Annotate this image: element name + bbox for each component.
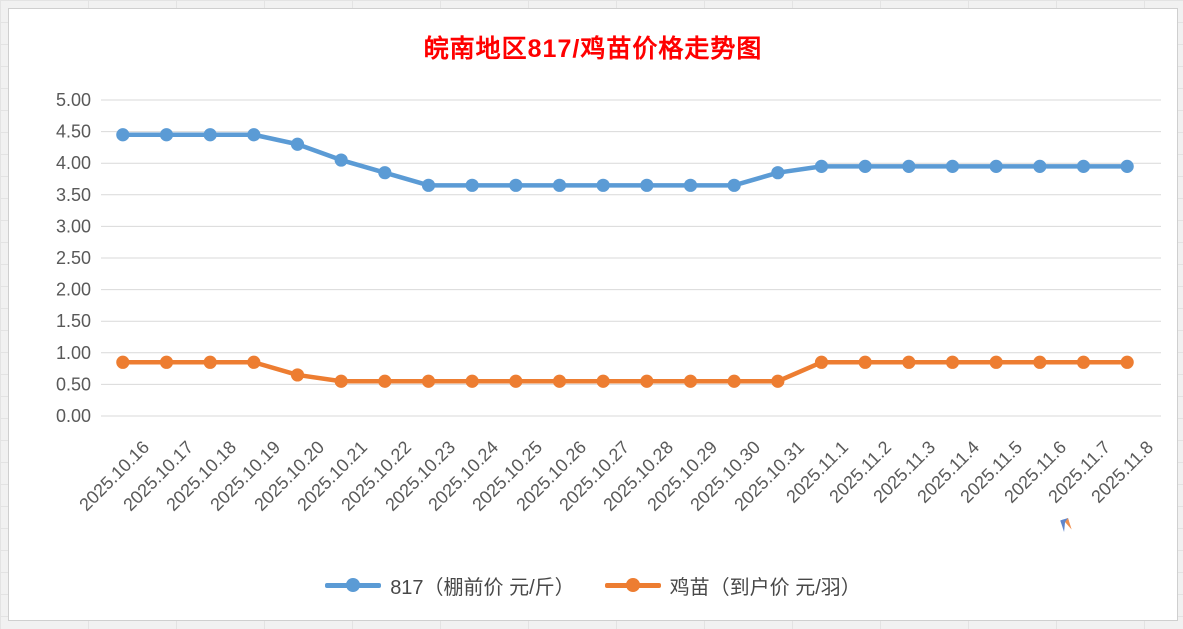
data-point-marker	[116, 355, 130, 369]
data-point-marker	[1076, 159, 1091, 173]
plot-area: 5.00 4.50 4.00 3.50 3.00 2.50 2.00 1.50 1.00 0.50…	[56, 90, 1161, 426]
data-point-marker	[290, 368, 305, 382]
y-tick-label: 4.50	[56, 122, 91, 142]
data-point-marker	[378, 166, 392, 180]
data-point-marker	[1120, 355, 1134, 369]
data-point-marker	[421, 178, 436, 192]
y-tick-label: 0.00	[56, 406, 91, 426]
data-point-marker	[596, 178, 610, 192]
data-point-marker	[1120, 159, 1134, 173]
data-point-marker	[1033, 355, 1047, 369]
data-point-marker	[334, 153, 348, 167]
chart-panel: 皖南地区817/鸡苗价格走势图 5.00 4.50 4.00 3.50 3.00 2.50…	[8, 8, 1178, 621]
y-tick-label: 3.00	[56, 216, 91, 236]
y-tick-label: 3.50	[56, 185, 91, 205]
data-point-marker	[334, 374, 348, 388]
data-point-marker	[858, 159, 872, 173]
y-tick-label: 0.50	[56, 374, 91, 394]
data-point-marker	[596, 374, 610, 388]
data-point-marker	[552, 374, 567, 388]
data-point-marker	[683, 178, 698, 192]
y-tick-label: 2.00	[56, 280, 91, 300]
data-point-marker	[989, 159, 1003, 173]
data-point-marker	[421, 374, 436, 388]
data-point-marker	[203, 355, 217, 369]
data-point-marker	[771, 374, 785, 388]
legend-marker-icon	[604, 578, 661, 592]
chart-title: 皖南地区817/鸡苗价格走势图	[423, 35, 763, 63]
y-tick-label: 1.00	[56, 343, 91, 363]
data-point-marker	[727, 178, 741, 192]
data-point-marker	[902, 159, 916, 173]
data-point-marker	[159, 128, 174, 142]
data-point-marker	[290, 137, 305, 151]
data-point-marker	[509, 178, 523, 192]
data-point-marker	[1033, 159, 1047, 173]
data-point-marker	[771, 166, 785, 180]
data-point-marker	[858, 355, 872, 369]
y-tick-label: 1.50	[56, 311, 91, 331]
legend-item-1: 鸡苗（到户价 元/羽）	[604, 571, 861, 600]
data-point-marker	[509, 374, 523, 388]
data-point-marker	[640, 374, 654, 388]
data-point-marker	[465, 374, 479, 388]
legend: 817（棚前价 元/斤） 鸡苗（到户价 元/羽）	[9, 569, 1177, 601]
data-point-marker	[247, 355, 261, 369]
data-point-marker	[902, 355, 916, 369]
legend-item-0: 817（棚前价 元/斤）	[325, 571, 575, 600]
legend-label: 817（棚前价 元/斤）	[390, 576, 575, 599]
legend-marker-icon	[325, 578, 382, 592]
y-tick-label: 4.00	[56, 153, 91, 173]
series-line-1	[120, 360, 1130, 384]
data-point-marker	[814, 159, 829, 173]
data-point-marker	[116, 128, 130, 142]
series-line-0	[120, 132, 1130, 188]
data-point-marker	[683, 374, 698, 388]
data-point-marker	[247, 128, 261, 142]
data-point-marker	[945, 355, 960, 369]
y-tick-label: 5.00	[56, 90, 91, 110]
data-point-marker	[989, 355, 1003, 369]
data-point-marker	[945, 159, 960, 173]
data-point-marker	[465, 178, 479, 192]
data-point-marker	[203, 128, 217, 142]
legend-label: 鸡苗（到户价 元/羽）	[669, 576, 861, 599]
data-point-marker	[727, 374, 741, 388]
data-point-marker	[1076, 355, 1091, 369]
y-tick-label: 2.50	[56, 248, 91, 268]
data-point-marker	[640, 178, 654, 192]
data-point-marker	[159, 355, 174, 369]
data-point-marker	[552, 178, 567, 192]
data-point-marker	[814, 355, 829, 369]
data-point-marker	[378, 374, 392, 388]
